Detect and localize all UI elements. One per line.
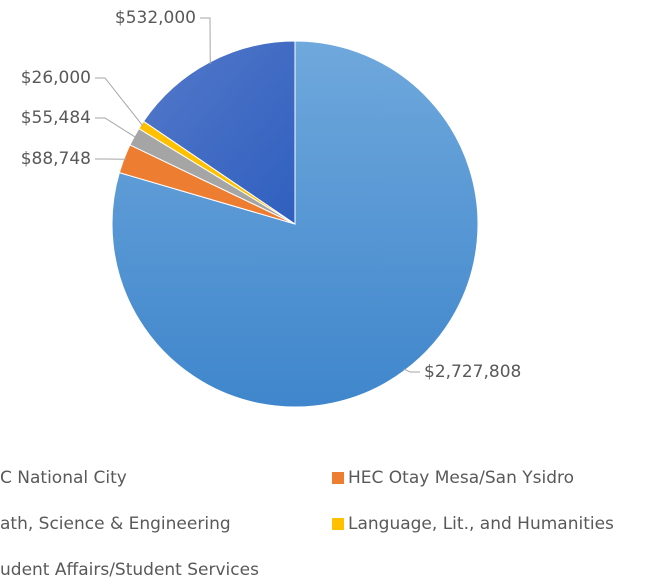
legend-label: udent Affairs/Student Services [0,560,259,580]
leader-line [95,117,137,138]
leader-line [200,17,211,65]
legend-label: ath, Science & Engineering [0,514,231,534]
leader-line [403,368,420,373]
data-label: $2,727,808 [424,362,521,382]
data-label: $88,748 [21,149,91,169]
legend-label: C National City [0,468,127,488]
data-label: $55,484 [21,108,91,128]
data-label: $26,000 [21,68,91,88]
data-label: $532,000 [115,8,196,28]
leader-line [95,77,144,127]
legend-swatch [332,518,344,530]
legend-swatch [332,472,344,484]
pie-slice [142,40,296,225]
legend-label: HEC Otay Mesa/San Ysidro [348,468,574,488]
legend-label: Language, Lit., and Humanities [348,514,614,534]
